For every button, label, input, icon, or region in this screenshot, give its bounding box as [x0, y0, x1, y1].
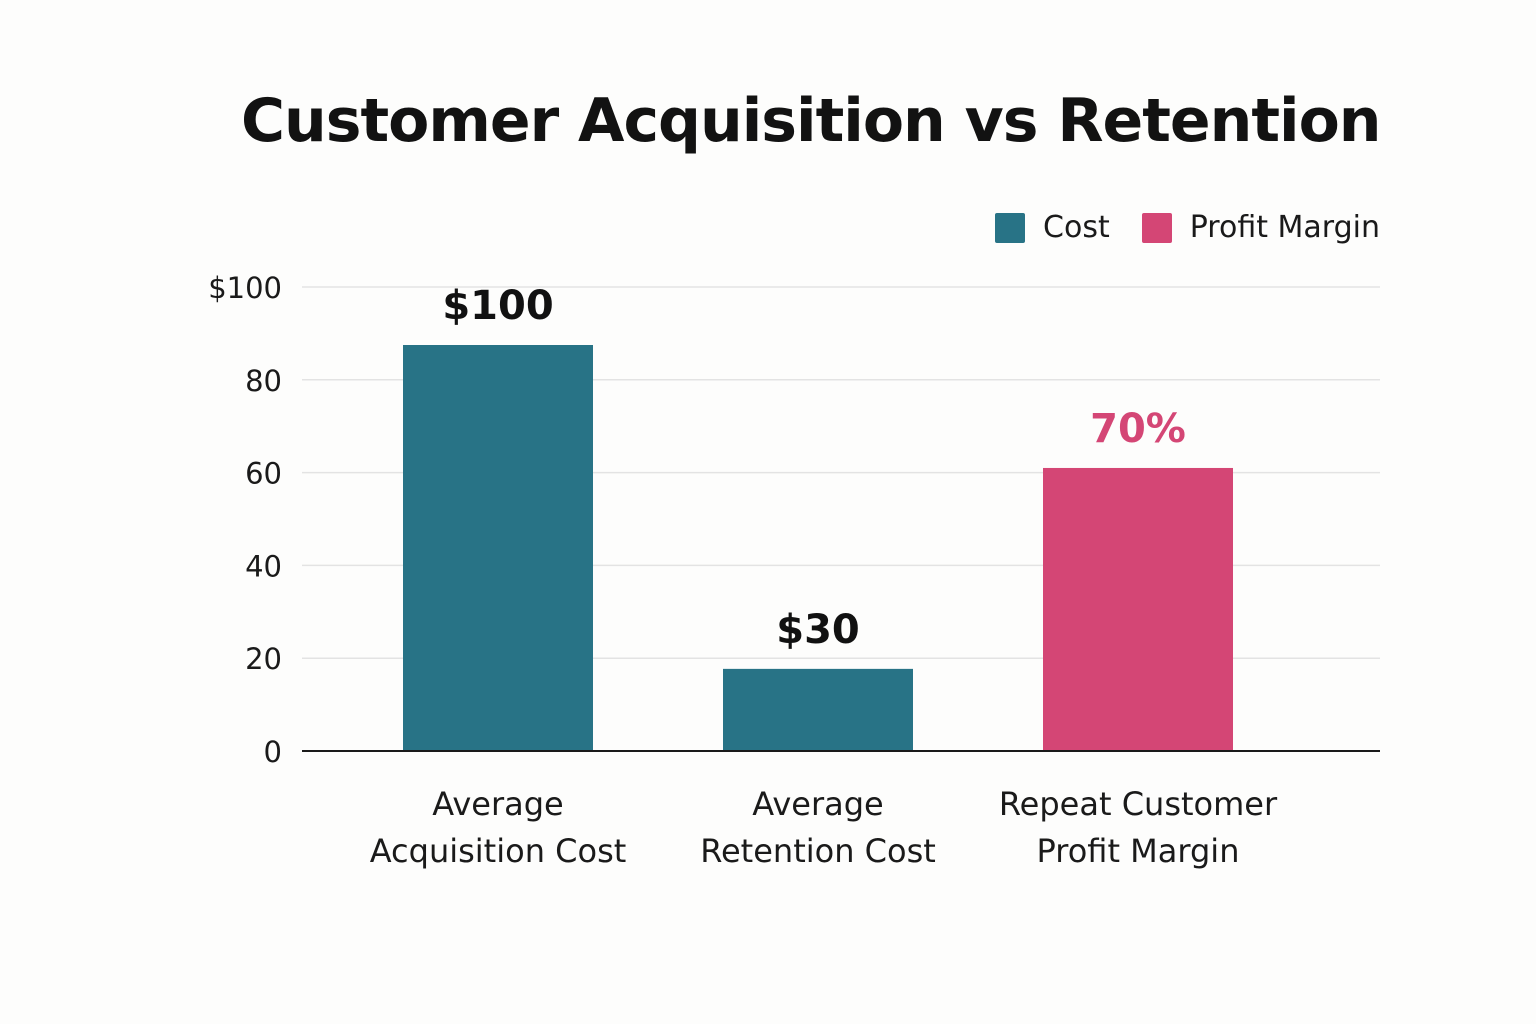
y-tick-label-20: 20 [245, 642, 282, 676]
x-tick-label-2-1: Profit Margin [1037, 832, 1240, 870]
legend-swatch-profit-margin [1141, 212, 1172, 243]
legend-swatch-cost [995, 212, 1026, 243]
y-tick-label-0: 0 [264, 735, 282, 769]
legend-item-profit-margin: Profit Margin [1141, 210, 1380, 245]
bar-0 [403, 345, 593, 751]
legend-item-cost: Cost [995, 210, 1110, 245]
data-label-2: 70% [1090, 406, 1186, 452]
x-tick-label-0-0: Average [432, 785, 563, 823]
x-tick-label-0-1: Acquisition Cost [370, 832, 627, 870]
legend: Cost Profit Margin [995, 210, 1380, 245]
x-tick-label-2-0: Repeat Customer [999, 785, 1278, 823]
bar-2 [1043, 467, 1233, 751]
data-label-0: $100 [442, 283, 553, 329]
legend-label-cost: Cost [1043, 210, 1110, 245]
legend-label-profit-margin: Profit Margin [1189, 210, 1380, 245]
y-tick-label-80: 80 [245, 364, 282, 398]
y-tick-label-40: 40 [245, 549, 282, 583]
data-label-1: $30 [776, 607, 860, 653]
chart-title: Customer Acquisition vs Retention [241, 86, 1382, 156]
x-tick-label-1-0: Average [752, 785, 883, 823]
bar-1 [723, 668, 913, 751]
y-tick-label-100: $100 [208, 271, 282, 305]
x-tick-label-1-1: Retention Cost [700, 832, 936, 870]
y-tick-label-60: 60 [245, 457, 282, 491]
